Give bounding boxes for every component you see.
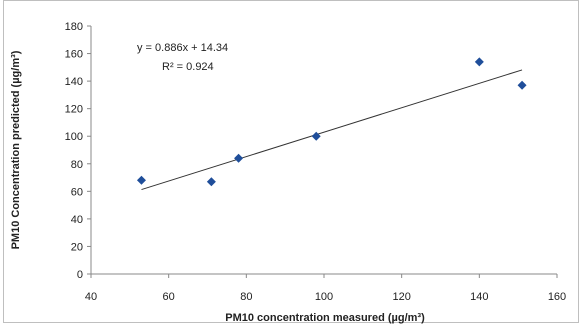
y-tick-label: 0 — [77, 269, 83, 281]
y-tick-label: 100 — [65, 131, 83, 143]
r-squared-label: R² = 0.924 — [162, 61, 214, 73]
y-tick-label: 120 — [65, 104, 83, 116]
x-tick-label: 120 — [392, 291, 410, 303]
data-points — [136, 57, 527, 187]
y-tick-label: 60 — [71, 186, 83, 198]
data-point-diamond — [136, 175, 146, 185]
x-tick-label: 60 — [163, 291, 175, 303]
chart-frame — [3, 0, 579, 323]
y-tick-label: 180 — [65, 21, 83, 33]
regression-equation: y = 0.886x + 14.34 — [137, 42, 228, 54]
data-point-diamond — [474, 57, 484, 67]
data-point-diamond — [311, 131, 321, 141]
y-axis-title: PM10 Concentration predicted (µg/m³) — [10, 50, 22, 249]
data-point-diamond — [234, 153, 244, 163]
data-point-diamond — [517, 80, 527, 90]
y-tick-label: 20 — [71, 241, 83, 253]
axes: 0 20 40 60 80 100 120 140 160 180 40 60 80 100 120 140 1… — [65, 21, 567, 303]
trendline-layer — [141, 69, 523, 191]
trendline — [141, 69, 523, 191]
x-axis-title: PM10 concentration measured (µg/m³) — [225, 312, 425, 324]
y-tick-label: 80 — [71, 159, 83, 171]
x-tick-label: 160 — [548, 291, 566, 303]
x-tick-label: 140 — [470, 291, 488, 303]
x-tick-label: 100 — [315, 291, 333, 303]
data-point-diamond — [206, 177, 216, 187]
y-tick-label: 160 — [65, 49, 83, 61]
x-tick-label: 40 — [85, 291, 97, 303]
y-tick-label: 40 — [71, 214, 83, 226]
x-tick-label: 80 — [240, 291, 252, 303]
y-tick-label: 140 — [65, 76, 83, 88]
